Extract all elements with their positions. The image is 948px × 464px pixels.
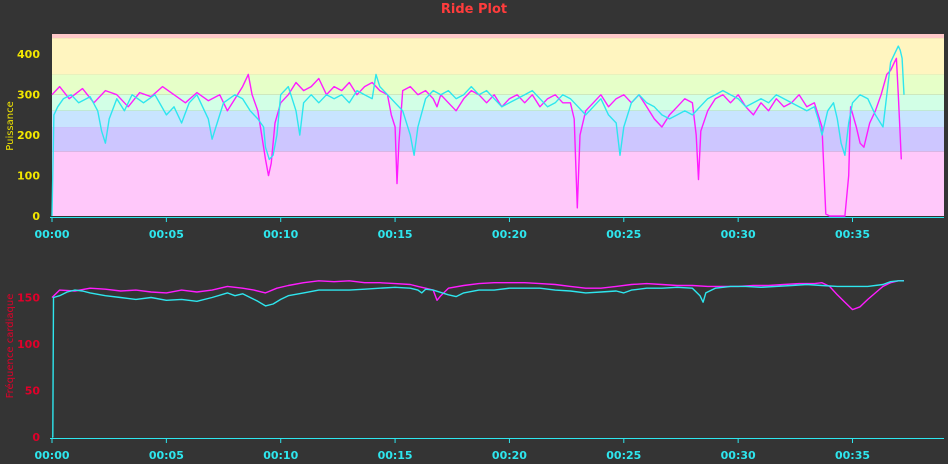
power-x-tick-label: 00:15	[378, 228, 413, 241]
plot-title: Ride Plot	[441, 2, 507, 17]
heart-rate-x-tick-label: 00:35	[835, 449, 870, 462]
power-x-tick-label: 00:35	[835, 228, 870, 241]
power-y-tick-label: 0	[32, 210, 40, 223]
power-y-tick-label: 200	[17, 129, 40, 142]
power-x-tick-label: 00:10	[263, 228, 298, 241]
heart-rate-y-tick-label: 0	[32, 431, 40, 444]
power-x-axis: 00:00 00:05 00:10 00:15 00:20 00:25 00:30 00:35	[34, 217, 944, 241]
power-series-line-1	[51, 45, 905, 217]
heart-rate-x-tick-label: 00:15	[378, 449, 413, 462]
heart-rate-series-line-1	[52, 280, 904, 438]
power-zones	[52, 34, 944, 216]
heart-rate-series	[51, 280, 904, 438]
heart-rate-x-tick-label: 00:30	[721, 449, 756, 462]
heart-rate-x-tick-label: 00:10	[263, 449, 298, 462]
power-y-tick-label: 100	[17, 170, 40, 183]
power-y-axis-label: Puissance	[5, 101, 16, 151]
heart-rate-x-tick-label: 00:20	[492, 449, 527, 462]
heart-rate-series-line-0	[51, 280, 904, 311]
heart-rate-y-tick-label: 100	[17, 338, 40, 351]
heart-rate-y-axis: 0 50 100 150	[17, 292, 40, 444]
power-zone-band-4	[52, 74, 944, 95]
power-series-line-0	[51, 57, 902, 217]
power-zone-band-1	[52, 127, 944, 152]
power-zone-band-6	[52, 34, 944, 39]
power-y-tick-label: 300	[17, 89, 40, 102]
power-zone-band-0	[52, 151, 944, 216]
power-x-tick-label: 00:25	[606, 228, 641, 241]
heart-rate-y-tick-label: 150	[17, 292, 40, 305]
power-zone-band-5	[52, 38, 944, 75]
power-y-tick-label: 400	[17, 48, 40, 61]
heart-rate-x-axis: 00:00 00:05 00:10 00:15 00:20 00:25 00:30 00:35	[34, 438, 944, 462]
heart-rate-y-axis-label: Fréquence cardiaque	[4, 294, 16, 399]
heart-rate-x-tick-label: 00:00	[34, 449, 69, 462]
heart-rate-chart: 0 50 100 150 00:00 00:05 00:10 00:15 00:20 00:25…	[4, 280, 944, 462]
heart-rate-x-tick-label: 00:25	[606, 449, 641, 462]
power-series	[51, 45, 905, 217]
power-x-tick-label: 00:20	[492, 228, 527, 241]
power-y-axis: 0 100 200 300 400	[17, 48, 40, 223]
power-x-tick-label: 00:30	[721, 228, 756, 241]
power-x-tick-label: 00:00	[34, 228, 69, 241]
power-x-tick-label: 00:05	[149, 228, 184, 241]
heart-rate-y-tick-label: 50	[25, 385, 41, 398]
heart-rate-x-tick-label: 00:05	[149, 449, 184, 462]
